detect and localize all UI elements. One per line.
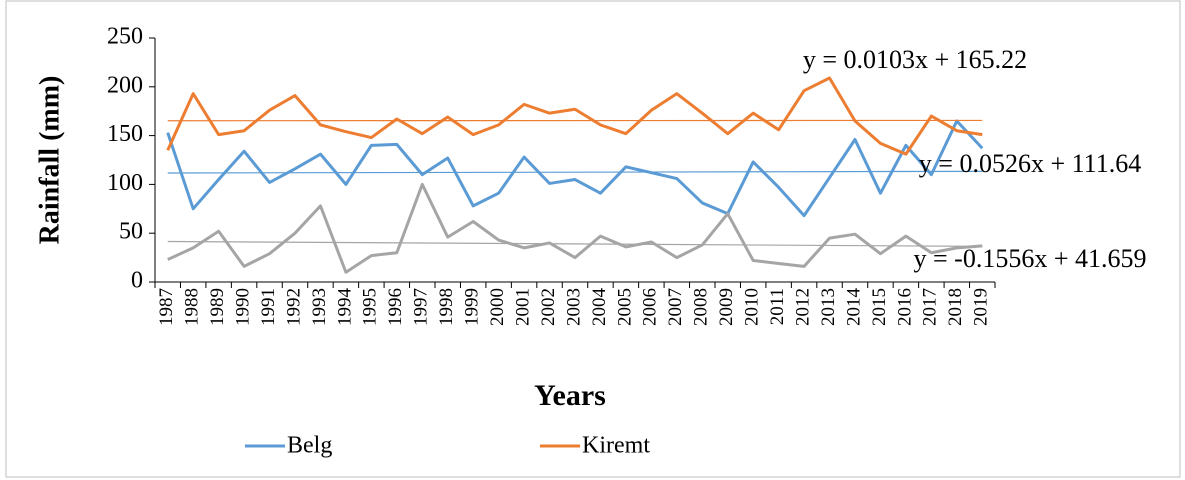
trendline — [167, 240, 983, 247]
x-tick-label: 2010 — [742, 288, 763, 326]
x-tick-label: 1994 — [334, 288, 355, 327]
x-tick-label: 2017 — [920, 288, 941, 326]
x-tick-label: 2009 — [716, 288, 737, 326]
x-tick-label: 2014 — [843, 288, 864, 327]
x-tick-label: 1997 — [411, 288, 432, 326]
x-tick-label: 1999 — [462, 288, 483, 326]
x-tick-label: 1996 — [385, 288, 406, 326]
x-axis-title: Years — [534, 379, 606, 412]
x-tick-label: 2008 — [691, 288, 712, 326]
y-tick-label: 200 — [107, 72, 143, 98]
y-tick-label: 100 — [107, 170, 143, 196]
x-tick-label: 2018 — [945, 288, 966, 326]
y-tick-label: 0 — [131, 268, 143, 294]
x-tick-label: 2011 — [767, 288, 788, 325]
line-series — [166, 119, 984, 218]
y-tick-label: 250 — [107, 24, 143, 50]
x-tick-label: 2002 — [538, 288, 559, 326]
x-tick-label: 2001 — [512, 288, 533, 326]
trendline — [167, 170, 983, 174]
x-tick-label: 2006 — [640, 288, 661, 326]
x-tick-label: 1993 — [309, 288, 330, 326]
trend-equation: y = -0.1556x + 41.659 — [914, 244, 1147, 273]
x-tick-label: 2004 — [589, 288, 610, 327]
trend-equation: y = 0.0526x + 111.64 — [919, 149, 1141, 178]
line-series — [167, 182, 983, 274]
x-tick-label: 1992 — [283, 288, 304, 326]
x-tick-label: 1991 — [258, 288, 279, 326]
x-tick-label: 2007 — [665, 288, 686, 326]
chart-border — [5, 0, 1181, 478]
x-tick-label: 2015 — [869, 288, 890, 326]
x-tick-label: 2000 — [487, 288, 508, 326]
x-tick-label: 2016 — [894, 288, 915, 326]
x-tick-label: 1989 — [207, 288, 228, 326]
x-tick-label: 2005 — [614, 288, 635, 326]
line-series — [166, 76, 983, 156]
x-tick-label: 1990 — [232, 288, 253, 326]
y-tick-label: 50 — [119, 219, 143, 245]
x-tick-label: 1987 — [156, 288, 177, 326]
x-tick-label: 2019 — [971, 288, 992, 326]
x-tick-label: 2003 — [563, 288, 584, 326]
legend-label: Belg — [287, 433, 332, 459]
y-tick-label: 150 — [107, 121, 143, 147]
legend-label: Kiremt — [582, 433, 650, 459]
y-axis-title: Rainfall (mm) — [34, 76, 65, 245]
trend-equation: y = 0.0103x + 165.22 — [803, 45, 1027, 74]
x-tick-label: 1988 — [182, 288, 203, 326]
x-tick-label: 1995 — [360, 288, 381, 326]
x-tick-label: 1998 — [436, 288, 457, 326]
x-tick-label: 2013 — [818, 288, 839, 326]
x-tick-label: 2012 — [792, 288, 813, 326]
